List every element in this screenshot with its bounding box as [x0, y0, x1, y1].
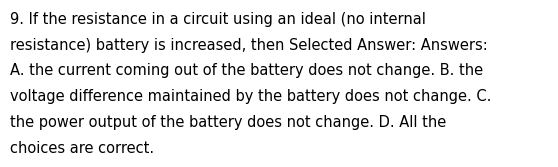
Text: the power output of the battery does not change. D. All the: the power output of the battery does not…	[10, 115, 446, 130]
Text: resistance) battery is increased, then Selected Answer: Answers:: resistance) battery is increased, then S…	[10, 38, 488, 53]
Text: A. the current coming out of the battery does not change. B. the: A. the current coming out of the battery…	[10, 63, 483, 78]
Text: voltage difference maintained by the battery does not change. C.: voltage difference maintained by the bat…	[10, 89, 492, 104]
Text: choices are correct.: choices are correct.	[10, 141, 154, 156]
Text: 9. If the resistance in a circuit using an ideal (no internal: 9. If the resistance in a circuit using …	[10, 12, 426, 27]
